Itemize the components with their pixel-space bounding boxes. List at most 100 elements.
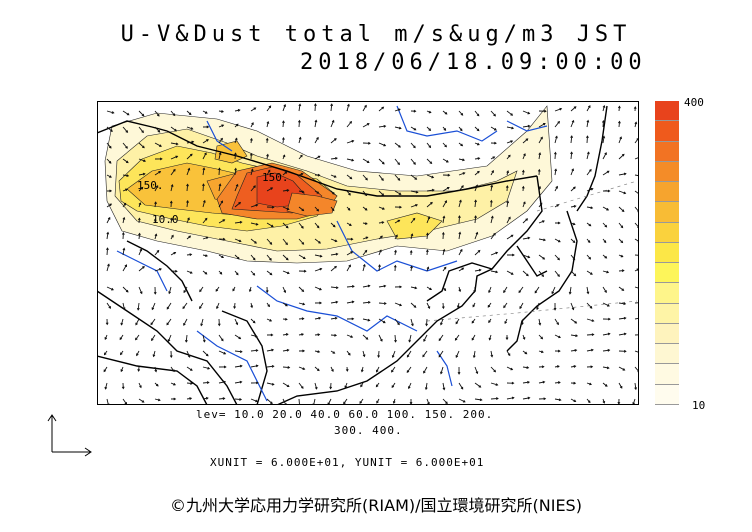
wind-arrow-head [620,225,624,229]
wind-arrow-head [318,241,321,244]
wind-arrow-head [393,264,397,268]
wind-arrow-head [442,387,446,391]
graticule [426,180,638,322]
wind-arrow-head [139,248,143,252]
wind-arrow-head [375,369,379,373]
wind-arrow-head [255,364,259,368]
wind-arrow-head [430,201,433,205]
wind-arrow [410,318,414,326]
wind-arrow [138,398,145,403]
wind-arrow [618,121,621,128]
contour-label: 10.0 [152,213,179,226]
wind-arrow [426,302,430,309]
wind-arrow [458,216,460,224]
wind-arrow [202,152,207,160]
wind-arrow-head [554,168,558,172]
wind-arrow-head [423,339,426,342]
wind-arrow-head [557,221,561,225]
wind-arrow-head [381,178,384,181]
wind-arrow-head [333,175,337,178]
wind-arrow-head [283,104,287,107]
wind-arrow [586,349,594,352]
wind-arrow [490,398,499,400]
wind-arrow [218,334,224,341]
wind-arrow [120,318,124,325]
wind-arrow-head [335,156,338,160]
wind-arrow-head [525,218,529,221]
wind-arrow-head [153,291,157,295]
wind-arrow-head [488,337,492,341]
wind-arrow-head [120,352,123,356]
wind-arrow [330,317,337,320]
wind-arrow [474,126,480,131]
wind-arrow-head [334,239,338,243]
wind-arrow [266,365,274,368]
wind-arrow-head [186,200,189,203]
wind-arrow-head [360,369,364,373]
wind-arrow [410,190,418,193]
wind-arrow-head [335,300,339,304]
copyright-notice: ©九州大学応用力学研究所(RIAM)/国立環境研究所(NIES) [170,496,582,515]
wind-arrow-head [345,368,349,372]
wind-arrow [503,302,508,308]
wind-arrow-head [109,203,113,207]
wind-arrow-head [239,350,243,354]
wind-arrow-head [125,130,129,133]
wind-arrow [154,185,159,192]
wind-arrow-head [220,200,223,204]
wind-arrow [106,232,109,240]
wind-arrow-head [239,364,243,368]
wind-arrow [602,136,605,144]
wind-arrow [455,334,460,341]
wind-arrow-head [331,208,335,212]
wind-arrow-head [559,107,563,111]
wind-arrow-head [471,320,475,324]
wind-arrow [122,126,128,133]
wind-arrow-head [458,215,461,219]
wind-arrow-head [120,322,124,326]
wind-arrow-head [335,252,339,256]
wind-arrow-head [319,267,323,271]
wind-arrow-head [151,307,155,311]
wind-arrow [538,220,545,224]
wind-arrow-head [438,354,442,358]
wind-arrow-head [573,273,577,277]
wind-arrow-head [206,381,210,384]
wind-arrow [186,217,190,224]
wind-arrow-head [572,240,576,244]
wind-arrow-head [462,172,466,175]
wind-arrow-head [173,168,176,172]
wind-arrow-head [503,290,506,294]
wind-arrow [506,217,511,224]
wind-arrow-head [508,216,511,220]
wind-arrow-head [282,120,285,124]
wind-arrow [218,184,221,192]
wind-arrow-head [349,176,353,180]
wind-arrow-head [590,187,594,191]
wind-arrow [442,249,445,256]
wind-arrow [519,302,524,309]
wind-arrow [346,264,351,272]
wind-arrow-head [253,107,257,110]
wind-arrow [154,268,162,272]
wind-arrow-head [268,105,272,109]
wind-arrow-head [431,175,435,179]
wind-arrow-head [607,304,610,307]
wind-arrow-head [526,366,530,369]
wind-arrow-head [622,368,626,371]
wind-arrow-head [413,162,416,165]
wind-arrow-head [415,203,418,207]
wind-arrow-head [556,204,560,207]
wind-arrow-head [122,307,126,311]
wind-arrow-head [190,127,194,130]
wind-arrow [122,217,125,224]
wind-arrow [122,286,129,293]
wind-arrow-head [472,304,476,308]
wind-arrow-head [572,257,576,261]
wind-arrow-head [154,201,157,205]
wind-arrow-head [412,217,416,221]
wind-arrow-head [349,223,352,226]
wind-arrow [234,153,237,160]
wind-arrow-head [442,248,446,252]
wind-arrow-head [621,209,625,213]
